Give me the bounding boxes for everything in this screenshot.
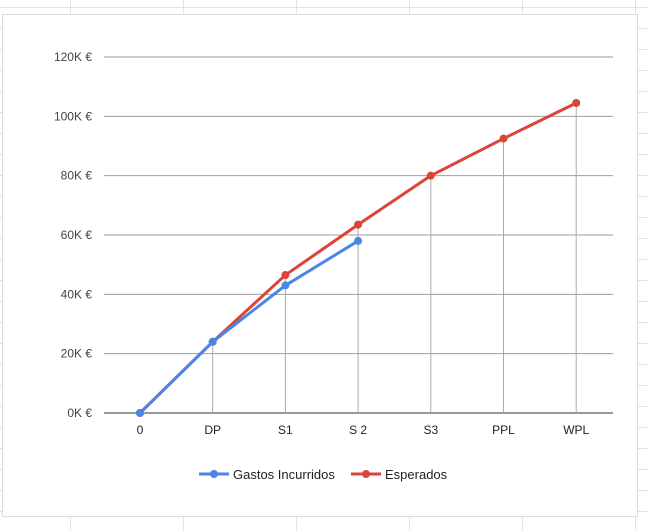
data-point: [572, 98, 581, 107]
legend-swatch-dot: [362, 470, 370, 478]
chart-card[interactable]: 0K € 20K € 40K € 60K € 80K € 100K € 120K € 0 DP…: [2, 14, 638, 517]
x-tick-label: 0: [137, 423, 144, 437]
drop-lines: [212, 102, 577, 413]
x-tick-label: S 2: [349, 423, 367, 437]
data-point: [426, 171, 435, 180]
legend-swatch-dot: [210, 470, 218, 478]
y-axis-tick-labels: 0K € 20K € 40K € 60K € 80K € 100K € 120K €: [54, 50, 92, 420]
y-tick-label: 0K €: [67, 406, 92, 420]
data-point: [354, 236, 363, 245]
data-point: [354, 220, 363, 229]
line-chart: 0K € 20K € 40K € 60K € 80K € 100K € 120K € 0 DP…: [54, 50, 613, 482]
x-tick-label: S1: [278, 423, 293, 437]
x-tick-label: WPL: [563, 423, 589, 437]
x-axis-tick-labels: 0 DP S1 S 2 S3 PPL WPL: [137, 423, 590, 437]
legend-label: Esperados: [385, 467, 448, 482]
y-tick-label: 60K €: [61, 228, 93, 242]
data-point: [208, 337, 217, 346]
legend: Gastos Incurridos Esperados: [199, 467, 448, 482]
y-tick-label: 20K €: [61, 347, 93, 361]
data-point: [281, 271, 290, 280]
data-point: [281, 281, 290, 290]
y-tick-label: 120K €: [54, 50, 92, 64]
y-tick-label: 40K €: [61, 287, 93, 301]
series-lines: [136, 98, 581, 417]
legend-label: Gastos Incurridos: [233, 467, 335, 482]
y-tick-label: 100K €: [54, 109, 92, 123]
data-point: [499, 134, 508, 143]
x-tick-label: PPL: [492, 423, 515, 437]
data-point: [136, 409, 144, 417]
x-tick-label: S3: [423, 423, 438, 437]
series-line: [138, 239, 360, 415]
y-tick-label: 80K €: [61, 169, 93, 183]
x-tick-label: DP: [204, 423, 221, 437]
